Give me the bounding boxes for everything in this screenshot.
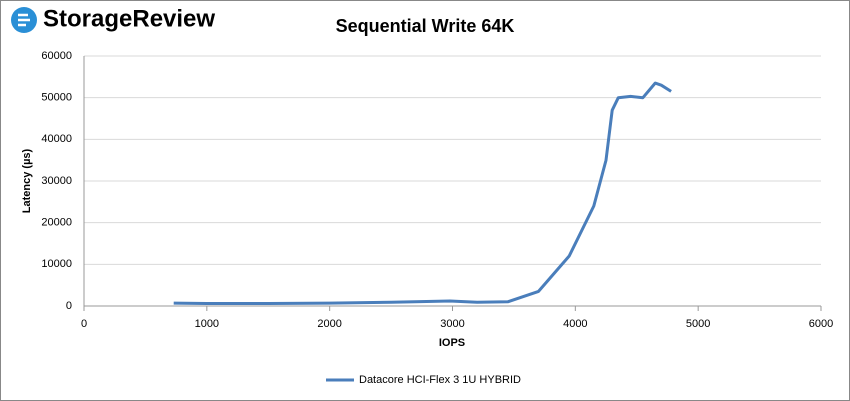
data-line — [173, 81, 672, 305]
chart-title: Sequential Write 64K — [336, 16, 515, 36]
y-tick-label: 30000 — [41, 175, 72, 187]
y-tick-label: 50000 — [41, 92, 72, 104]
x-tick-label: 6000 — [809, 318, 833, 330]
x-tick-label: 3000 — [440, 318, 464, 330]
x-tick-label: 2000 — [317, 318, 341, 330]
legend-label: Datacore HCI-Flex 3 1U HYBRID — [359, 374, 521, 386]
y-tick-label: 10000 — [41, 258, 72, 270]
logo-text: StorageReview — [43, 5, 215, 32]
y-tick-label: 60000 — [41, 50, 72, 62]
y-axis-label: Latency (µs) — [21, 148, 33, 213]
x-axis-label: IOPS — [439, 337, 465, 349]
y-tick-label: 0 — [66, 300, 72, 312]
y-tick-label: 20000 — [41, 217, 72, 229]
x-tick-label: 4000 — [563, 318, 587, 330]
x-tick-label: 0 — [81, 318, 87, 330]
x-tick-label: 5000 — [686, 318, 710, 330]
logo-icon — [11, 7, 37, 33]
y-tick-label: 40000 — [41, 133, 72, 145]
x-tick-label: 1000 — [195, 318, 219, 330]
